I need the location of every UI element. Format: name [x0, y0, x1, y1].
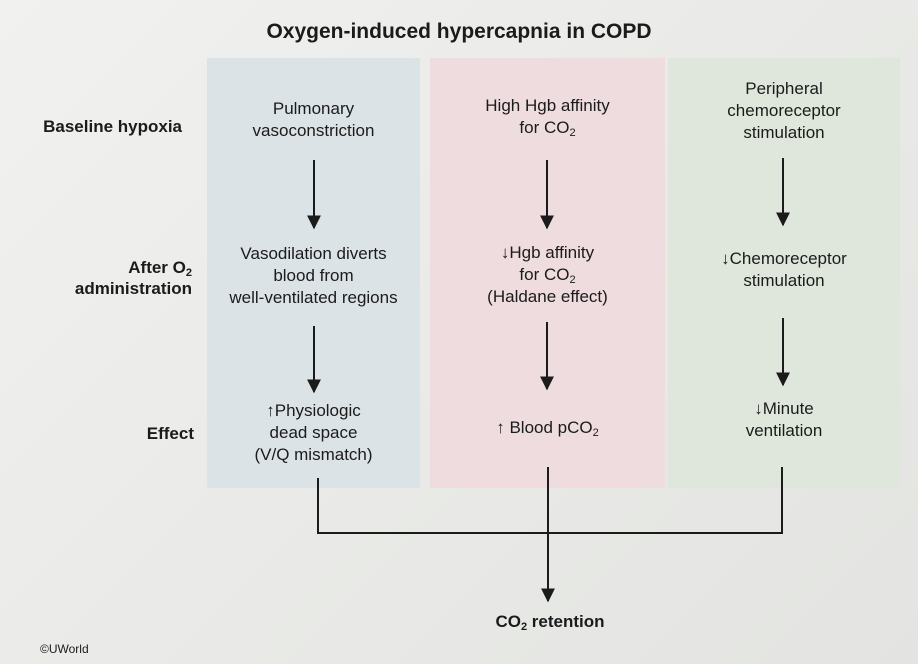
col2-after-text: ↓Hgb affinity for CO2 (Haldane effect)	[487, 243, 608, 306]
down-arrow-icon: ↓	[721, 249, 730, 268]
merge-bracket	[317, 467, 783, 534]
copyright-label: ©UWorld	[40, 642, 89, 656]
col3-effect-text: ↓Minute ventilation	[745, 399, 823, 440]
diagram-title: Oxygen-induced hypercapnia in COPD	[266, 20, 652, 43]
outcome-co2-retention: CO2 retention	[495, 612, 605, 633]
up-arrow-icon: ↑	[496, 418, 505, 437]
col3-baseline-text: Peripheral chemoreceptor stimulation	[727, 79, 841, 142]
column-panel-hemoglobin	[430, 58, 665, 488]
col2-baseline-text: High Hgb affinity for CO2	[485, 96, 610, 139]
row-label-effect: Effect	[146, 424, 194, 443]
col1-effect-text: ↑Physiologic dead space (V/Q mismatch)	[254, 401, 373, 464]
col3-after-text: ↓Chemoreceptor stimulation	[721, 249, 847, 290]
up-arrow-icon: ↑	[266, 401, 275, 420]
row-label-after-o2: After O2 administration	[74, 258, 192, 298]
col2-effect-text: ↑ Blood pCO2	[496, 418, 599, 439]
column-panel-chemoreceptor	[668, 58, 900, 488]
row-label-baseline: Baseline hypoxia	[43, 117, 182, 136]
down-arrow-icon: ↓	[500, 243, 510, 262]
down-arrow-icon: ↓	[754, 399, 763, 418]
column-panel-pulmonary	[207, 58, 420, 488]
col1-after-text: Vasodilation diverts blood from well-ven…	[229, 244, 398, 307]
col1-baseline-text: Pulmonary vasoconstriction	[252, 99, 375, 140]
